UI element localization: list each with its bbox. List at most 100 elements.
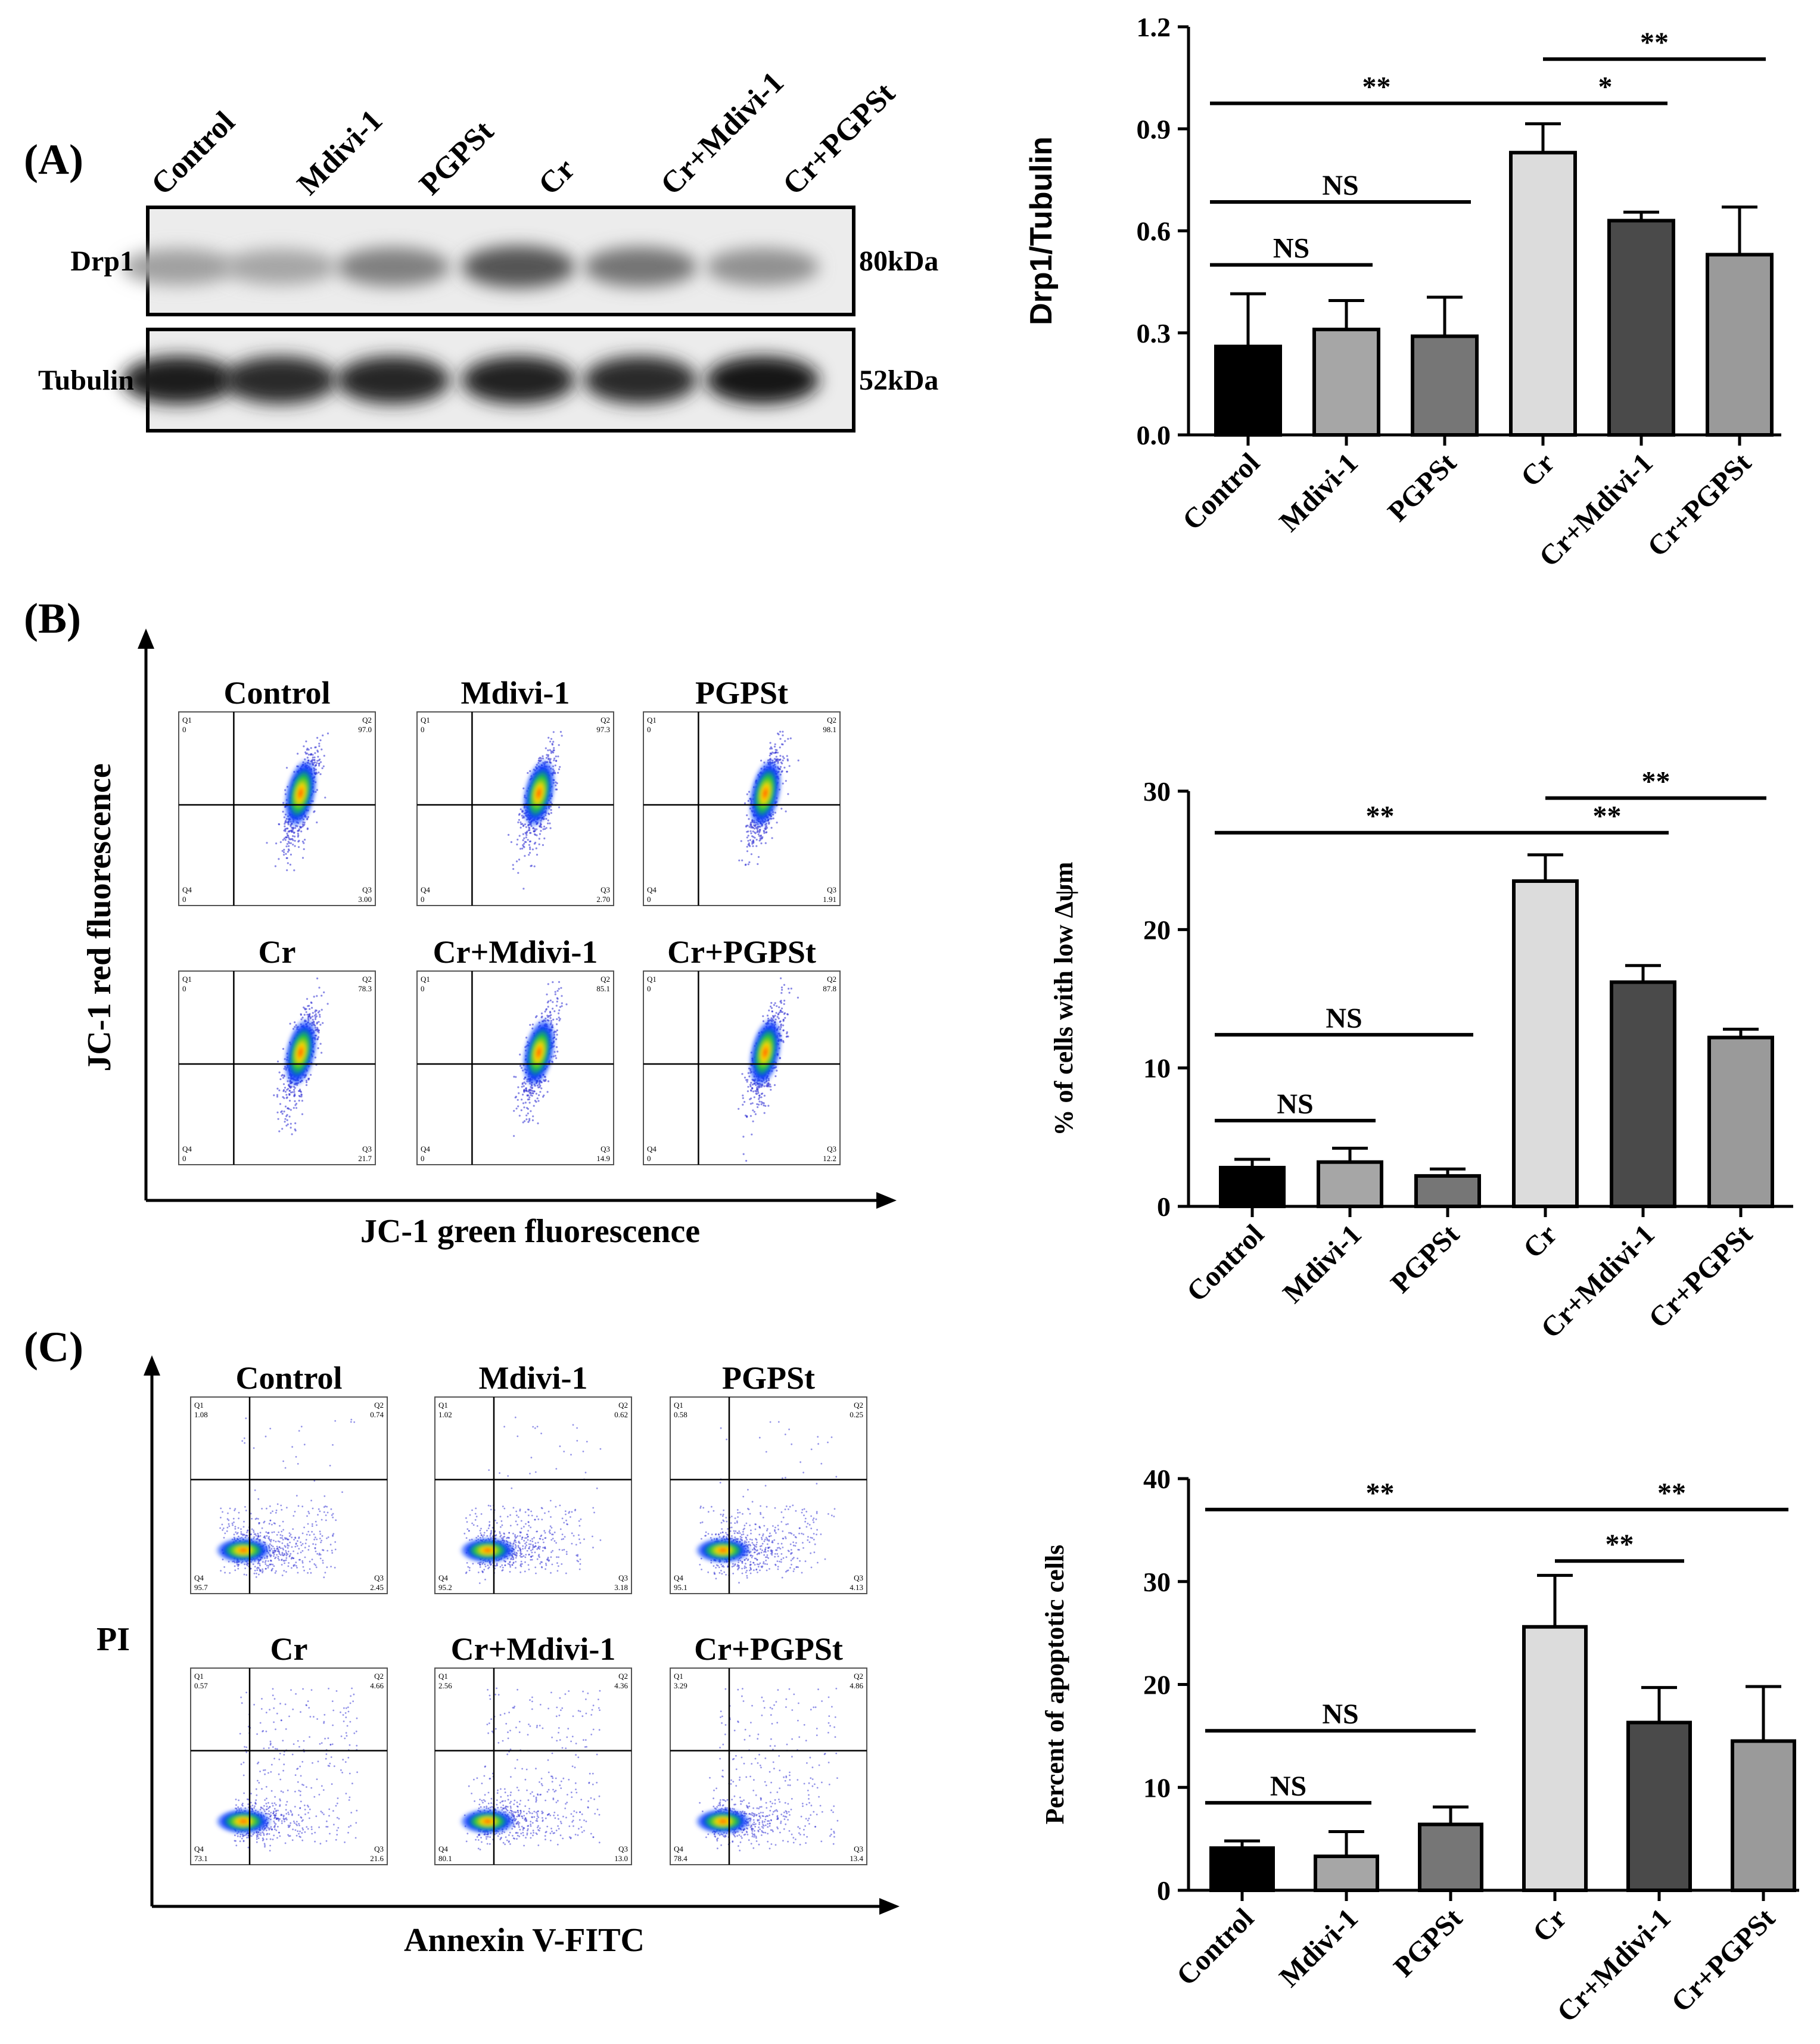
flow-event [304, 1542, 307, 1545]
flow-plot-title: Mdivi-1 [461, 675, 570, 711]
flow-event [313, 759, 316, 761]
flow-event [301, 1505, 304, 1508]
flow-event [742, 1094, 744, 1097]
flow-event [763, 830, 766, 833]
flow-event [331, 1552, 334, 1554]
flow-event [466, 1521, 468, 1523]
flow-event [276, 1547, 279, 1550]
flow-plot-title: Cr+PGPSt [667, 934, 816, 970]
flow-event [522, 1102, 525, 1105]
quadrant-label: Q2 [601, 975, 610, 984]
flow-event [773, 1004, 775, 1006]
flow-event [745, 825, 747, 828]
flow-y-label: JC-1 red fluorescence [81, 763, 118, 1071]
flow-event [275, 1570, 277, 1572]
flow-event [297, 1463, 299, 1465]
flow-event [318, 1031, 320, 1034]
flow-event [288, 838, 291, 840]
quadrant-label: Q2 [362, 975, 372, 984]
flow-event [275, 1509, 278, 1511]
flow-event [758, 831, 761, 833]
flow-event [270, 1563, 272, 1566]
flow-event [284, 823, 286, 825]
flow-event [276, 1094, 279, 1096]
flow-event [312, 1012, 314, 1014]
flow-event [285, 1115, 288, 1118]
flow-event [291, 1546, 293, 1548]
flow-event [760, 842, 763, 845]
quadrant-value: 0 [182, 895, 186, 904]
flow-event [318, 771, 320, 774]
flow-event [521, 1099, 523, 1101]
flow-event [516, 843, 518, 846]
flow-event [318, 764, 321, 767]
flow-event [259, 1564, 261, 1567]
flow-event [554, 764, 556, 767]
flow-event [306, 1515, 308, 1517]
flow-event [525, 826, 527, 828]
flow-event [316, 1028, 319, 1031]
flow-event [263, 1522, 265, 1524]
flow-event [522, 1085, 525, 1087]
flow-event [535, 1093, 538, 1095]
lane-label: Mdivi-1 [291, 104, 389, 202]
flow-event [296, 1545, 298, 1547]
flow-event [283, 1110, 285, 1113]
flow-event [575, 1544, 577, 1546]
flow-event [294, 839, 296, 842]
flow-event [303, 1006, 305, 1009]
flow-event [782, 1029, 785, 1031]
flow-event [256, 1569, 259, 1572]
flow-event [297, 834, 300, 836]
flow-event [285, 845, 288, 848]
flow-event [240, 1528, 242, 1530]
flow-event [555, 1023, 558, 1025]
quadrant-label: Q1 [194, 1401, 204, 1410]
flow-event [285, 836, 288, 839]
flow-event [515, 860, 518, 863]
flow-event [232, 1524, 234, 1526]
flow-event [256, 1567, 258, 1569]
flow-event [503, 1507, 506, 1510]
flow-event [530, 1510, 532, 1513]
flow-event [237, 1563, 239, 1566]
flow-event [786, 1035, 788, 1038]
flow-event [237, 1527, 239, 1529]
flow-event [281, 1559, 282, 1561]
flow-event [775, 1012, 777, 1014]
flow-event [234, 1508, 237, 1510]
flow-event [752, 1090, 755, 1093]
flow-event [770, 1085, 772, 1088]
flow-event [752, 841, 755, 843]
flow-event [283, 848, 285, 851]
flow-event [322, 1562, 324, 1564]
flow-event [295, 1107, 298, 1109]
blot-band [337, 247, 450, 287]
flow-event [278, 1546, 281, 1548]
flow-event [315, 1015, 318, 1018]
flow-event [535, 847, 537, 850]
flow-event [332, 1516, 334, 1519]
flow-event [294, 835, 296, 838]
quadrant-value: 1.91 [823, 895, 836, 904]
quadrant-value: 0 [182, 725, 186, 734]
flow-event [279, 1537, 282, 1539]
flow-event [316, 1524, 318, 1526]
flow-density [748, 758, 782, 829]
flow-event [306, 998, 309, 1000]
flow-event [541, 1015, 543, 1018]
flow-event [552, 731, 555, 733]
flow-event [514, 1534, 516, 1536]
flow-event [297, 1572, 299, 1574]
flow-event [299, 1558, 301, 1561]
flow-event [303, 1443, 306, 1446]
flow-event [499, 1516, 502, 1518]
flow-event [281, 1564, 283, 1566]
flow-event [270, 1541, 272, 1543]
flow-event [313, 756, 316, 758]
flow-event [779, 1020, 782, 1022]
flow-event [579, 1558, 581, 1560]
